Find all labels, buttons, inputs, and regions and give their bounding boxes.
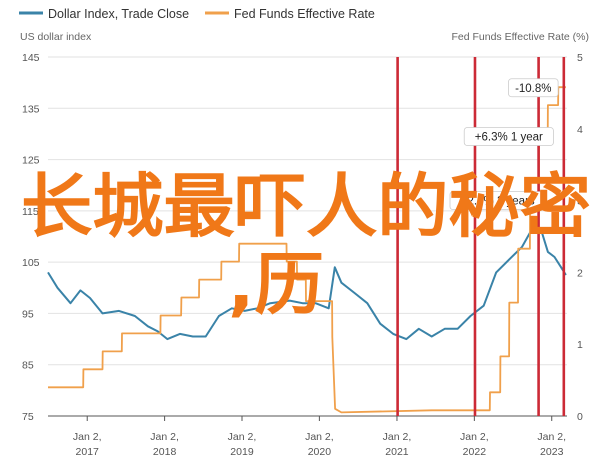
x-tick-label-line1: Jan 2, xyxy=(73,431,102,443)
x-tick-label-line2: 2017 xyxy=(76,446,100,458)
annotation-label: +6.3% 1 year xyxy=(475,131,543,143)
x-tick-label-line1: Jan 2, xyxy=(383,431,412,443)
left-tick-label: 145 xyxy=(22,52,40,64)
annotation-label: -10.8% xyxy=(515,83,551,95)
annotation-labels: -10.8% +6.3% 1 year 12.9% 2 years xyxy=(449,78,559,211)
x-axis-ticks: Jan 2, 2017 Jan 2, 2018 Jan 2, 2019 Jan 2, 2020… xyxy=(73,416,566,458)
right-tick-label: 3 xyxy=(577,196,583,208)
x-tick-label-line2: 2018 xyxy=(153,446,177,458)
right-tick-label: 2 xyxy=(577,267,583,279)
right-axis-title: Fed Funds Effective Rate (%) xyxy=(451,31,589,43)
right-tick-label: 5 xyxy=(577,52,583,64)
x-tick-label-line2: 2021 xyxy=(385,446,409,458)
left-axis-ticks: 75 85 95 105 115 125 135 145 xyxy=(22,52,40,423)
x-tick-label-line2: 2019 xyxy=(230,446,254,458)
x-tick-label-line2: 2023 xyxy=(540,446,564,458)
x-tick-label-line1: Jan 2, xyxy=(460,431,489,443)
annotation-box xyxy=(508,78,559,98)
x-tick-label-line1: Jan 2, xyxy=(150,431,179,443)
left-tick-label: 95 xyxy=(22,308,34,320)
legend-label-dollar-index: Dollar Index, Trade Close xyxy=(48,7,189,21)
legend-label-fed-funds: Fed Funds Effective Rate xyxy=(234,7,375,21)
right-axis-ticks: 0 1 2 3 4 5 xyxy=(577,52,583,423)
left-axis-title: US dollar index xyxy=(20,31,92,43)
left-tick-label: 125 xyxy=(22,155,40,167)
x-tick-label-line2: 2022 xyxy=(463,446,487,458)
chart-legend: Dollar Index, Trade Close Fed Funds Effe… xyxy=(19,7,375,21)
right-tick-label: 1 xyxy=(577,339,583,351)
left-tick-label: 115 xyxy=(22,206,39,218)
annotation-box xyxy=(449,191,547,211)
left-tick-label: 135 xyxy=(22,103,40,115)
x-tick-label-line1: Jan 2, xyxy=(537,431,566,443)
x-tick-label-line1: Jan 2, xyxy=(305,431,334,443)
right-tick-label: 4 xyxy=(577,124,583,136)
left-tick-label: 75 xyxy=(22,411,34,423)
overlay-headline: 长城最吓人的秘密 xyxy=(21,167,591,247)
overlay-subline: ,历 xyxy=(228,246,324,325)
annotation-label: 12.9% 2 years xyxy=(461,196,535,208)
series-lines xyxy=(47,86,567,414)
grid-lines xyxy=(48,56,567,366)
event-lines xyxy=(396,57,566,416)
x-tick-label-line2: 2020 xyxy=(308,446,332,458)
x-tick-label-line1: Jan 2, xyxy=(228,431,257,443)
series-line-dollar-index xyxy=(47,222,567,341)
annotation: 12.9% 2 years xyxy=(449,191,547,211)
annotation: +6.3% 1 year xyxy=(463,127,554,146)
left-tick-label: 105 xyxy=(22,257,40,269)
headline-overlay: 长城最吓人的秘密 ,历 xyxy=(21,167,591,325)
left-tick-label: 85 xyxy=(22,360,34,372)
right-tick-label: 0 xyxy=(577,411,583,423)
annotation-box xyxy=(463,127,554,146)
annotation: -10.8% xyxy=(508,78,559,98)
series-line-fed-funds xyxy=(48,86,566,414)
